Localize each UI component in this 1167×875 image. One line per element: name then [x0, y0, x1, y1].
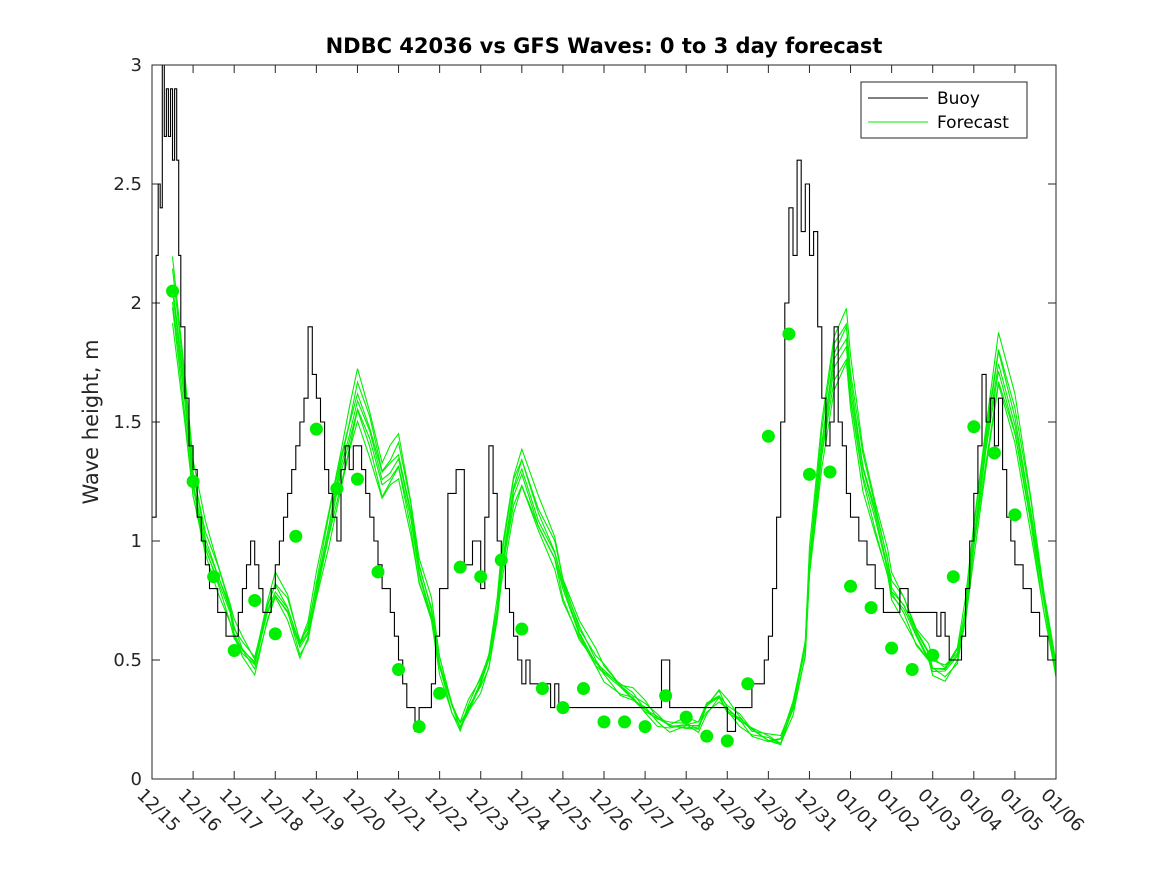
forecast-marker: [309, 422, 323, 436]
forecast-marker: [392, 663, 406, 677]
forecast-marker: [967, 420, 981, 434]
forecast-marker: [761, 429, 775, 443]
y-tick-label: 1.5: [113, 412, 142, 433]
forecast-marker: [535, 682, 549, 696]
y-tick-label: 2: [131, 293, 142, 314]
legend-box: [860, 81, 1028, 139]
forecast-marker: [700, 729, 714, 743]
forecast-marker: [494, 553, 508, 567]
forecast-marker: [679, 710, 693, 724]
forecast-marker: [638, 720, 652, 734]
forecast-marker: [741, 677, 755, 691]
forecast-marker: [474, 570, 488, 584]
y-tick-label: 2.5: [113, 174, 142, 195]
plot-frame: [151, 64, 1057, 780]
buoy-line: [152, 64, 1056, 732]
forecast-marker: [618, 715, 632, 729]
forecast-marker: [166, 284, 180, 298]
y-tick-label: 0: [131, 769, 142, 790]
buoy-line-group: [152, 64, 1056, 732]
forecast-marker: [330, 482, 344, 496]
forecast-marker: [782, 327, 796, 341]
legend-buoy-label: Buoy: [937, 89, 980, 109]
y-tick-label: 0.5: [113, 650, 142, 671]
forecast-marker: [227, 643, 241, 657]
forecast-marker: [289, 529, 303, 543]
forecast-marker: [987, 446, 1001, 460]
y-tick-label: 3: [131, 55, 142, 76]
forecast-marker: [186, 475, 200, 488]
forecast-marker: [268, 627, 282, 641]
chart-title: NDBC 42036 vs GFS Waves: 0 to 3 day fore…: [326, 34, 883, 58]
forecast-marker: [556, 701, 570, 715]
forecast-marker: [453, 560, 467, 574]
forecast-marker: [885, 641, 899, 655]
forecast-marker: [576, 682, 590, 696]
forecast-marker: [350, 472, 364, 486]
forecast-marker: [1008, 508, 1022, 522]
forecast-marker: [946, 570, 960, 584]
forecast-marker: [371, 565, 385, 579]
forecast-marker: [823, 465, 837, 479]
forecast-markers: [166, 284, 1022, 748]
forecast-marker: [720, 734, 734, 748]
forecast-marker: [433, 686, 447, 700]
y-axis-ticks: 0 0.5 1 1.5 2 2.5 3: [113, 55, 1056, 790]
forecast-marker: [412, 720, 426, 734]
forecast-marker: [802, 467, 816, 481]
forecast-marker: [597, 715, 611, 729]
forecast-marker: [659, 689, 673, 703]
legend-forecast-label: Forecast: [937, 113, 1009, 133]
legend: Buoy Forecast: [860, 81, 1028, 139]
forecast-marker: [207, 570, 221, 584]
forecast-marker: [905, 663, 919, 677]
forecast-marker: [844, 579, 858, 593]
forecast-marker: [926, 648, 940, 662]
forecast-marker: [864, 601, 878, 615]
y-axis-label: Wave height, m: [79, 339, 103, 504]
forecast-marker: [515, 622, 529, 636]
forecast-marker: [248, 594, 262, 607]
y-tick-label: 1: [131, 531, 142, 552]
